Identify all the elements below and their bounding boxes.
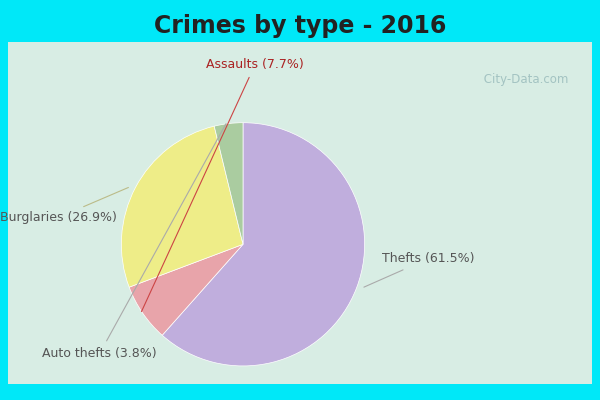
Text: City-Data.com: City-Data.com [480,74,568,86]
Text: Assaults (7.7%): Assaults (7.7%) [142,58,304,312]
Wedge shape [214,123,243,244]
Wedge shape [129,244,243,335]
Wedge shape [162,123,365,366]
Wedge shape [121,126,243,287]
Text: Auto thefts (3.8%): Auto thefts (3.8%) [42,124,226,360]
Text: Crimes by type - 2016: Crimes by type - 2016 [154,14,446,38]
Text: Burglaries (26.9%): Burglaries (26.9%) [0,188,128,224]
Text: Thefts (61.5%): Thefts (61.5%) [364,252,474,287]
